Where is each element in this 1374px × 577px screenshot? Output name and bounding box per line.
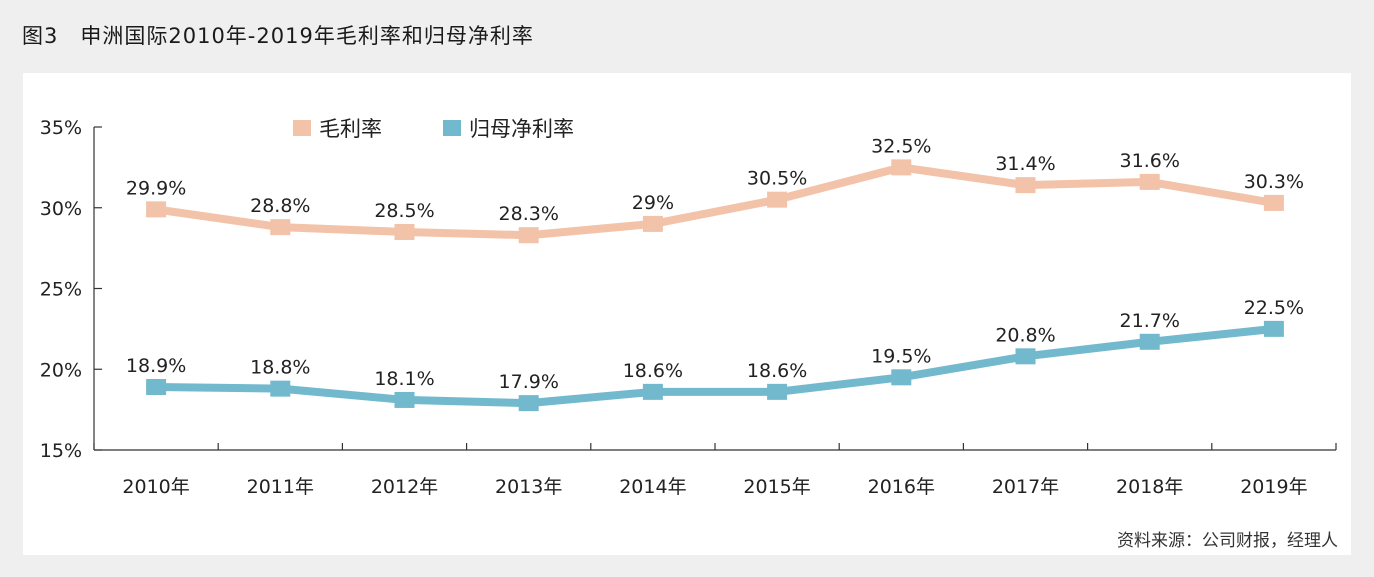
data-point — [767, 191, 788, 208]
y-tick-label: 35% — [40, 117, 82, 139]
x-tick-label: 2011年 — [247, 476, 314, 498]
data-label: 21.7% — [1120, 310, 1180, 332]
data-point — [1139, 173, 1160, 190]
data-point — [1015, 348, 1036, 365]
series-line-1 — [152, 163, 1278, 240]
series-line-2 — [152, 324, 1278, 408]
data-point — [270, 219, 291, 236]
data-point — [1263, 320, 1284, 337]
data-label: 22.5% — [1244, 297, 1304, 319]
figure-title: 图3 申洲国际2010年-2019年毛利率和归母净利率 — [22, 24, 534, 48]
legend-label: 毛利率 — [319, 117, 382, 141]
data-label: 28.5% — [374, 200, 434, 222]
data-label: 29% — [632, 192, 674, 214]
data-point — [518, 395, 539, 412]
data-label: 18.9% — [126, 355, 186, 377]
data-label: 20.8% — [995, 324, 1055, 346]
data-point — [394, 391, 415, 408]
data-point — [146, 379, 167, 396]
x-tick-label: 2018年 — [1116, 476, 1183, 498]
data-point — [642, 215, 663, 232]
x-tick-label: 2012年 — [371, 476, 438, 498]
data-label: 29.9% — [126, 177, 186, 199]
data-label: 18.6% — [623, 360, 683, 382]
data-point — [891, 369, 912, 386]
data-point — [270, 380, 291, 397]
data-label: 18.6% — [747, 360, 807, 382]
line-chart: 35% 30% 25% 20% 15% 2010年 2011年 2012年 2013年 2014年… — [40, 117, 1337, 498]
x-tick-label: 2010年 — [122, 476, 189, 498]
legend-swatch — [443, 120, 461, 136]
data-label: 32.5% — [871, 135, 931, 157]
data-label: 19.5% — [871, 345, 931, 367]
chart-panel: 35% 30% 25% 20% 15% 2010年 2011年 2012年 2013年 2014年… — [23, 73, 1351, 555]
data-label: 31.4% — [995, 153, 1055, 175]
x-tick-label: 2017年 — [992, 476, 1059, 498]
data-point — [146, 201, 167, 218]
data-label: 31.6% — [1120, 150, 1180, 172]
data-label: 30.5% — [747, 168, 807, 190]
y-tick-label: 15% — [40, 440, 82, 462]
data-point — [891, 159, 912, 176]
data-point — [1263, 194, 1284, 211]
data-label: 18.8% — [250, 357, 310, 379]
data-label: 28.8% — [250, 195, 310, 217]
y-tick-label: 25% — [40, 279, 82, 301]
data-label: 18.1% — [374, 368, 434, 390]
data-point — [767, 383, 788, 400]
x-tick-label: 2014年 — [619, 476, 686, 498]
data-label: 30.3% — [1244, 171, 1304, 193]
data-label: 28.3% — [499, 203, 559, 225]
y-tick-label: 30% — [40, 198, 82, 220]
data-point — [394, 223, 415, 240]
x-tick-label: 2015年 — [743, 476, 810, 498]
x-tick-label: 2016年 — [868, 476, 935, 498]
data-point — [1015, 177, 1036, 194]
source-note: 资料来源：公司财报，经理人 — [1117, 531, 1338, 551]
x-tick-label: 2013年 — [495, 476, 562, 498]
data-point — [1139, 333, 1160, 350]
data-label: 17.9% — [499, 371, 559, 393]
x-tick-label: 2019年 — [1240, 476, 1307, 498]
legend-swatch — [293, 120, 311, 136]
data-point — [518, 227, 539, 244]
data-point — [642, 383, 663, 400]
y-tick-label: 20% — [40, 359, 82, 381]
legend-label: 归母净利率 — [469, 117, 574, 141]
